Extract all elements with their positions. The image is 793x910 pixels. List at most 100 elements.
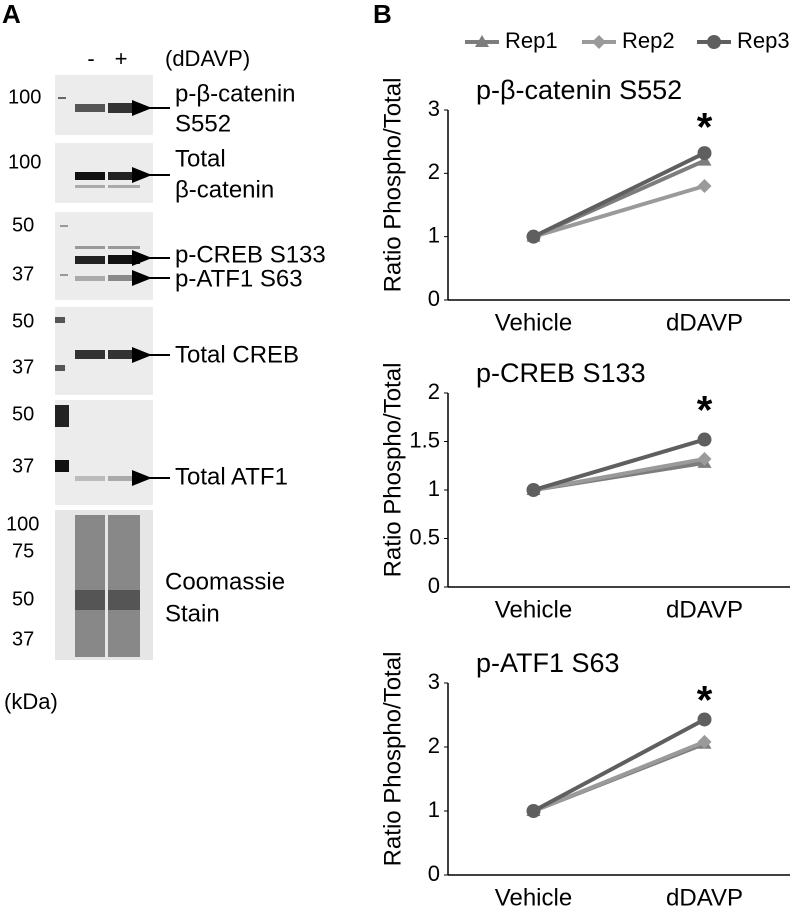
marker	[697, 179, 712, 193]
band	[108, 476, 140, 481]
marker	[526, 804, 541, 818]
band	[75, 276, 105, 281]
y-tick-label: 0	[428, 861, 440, 886]
marker	[697, 734, 712, 749]
y-axis-label: Ratio Phospho/Total	[379, 78, 406, 293]
mw-marker: 75	[12, 540, 34, 562]
y-tick-label: 1	[428, 222, 440, 247]
series	[526, 451, 712, 497]
band	[108, 172, 140, 180]
line	[532, 184, 706, 239]
legend-marker	[707, 35, 721, 49]
mw-marker: 50	[12, 310, 34, 332]
annotation: *	[697, 106, 713, 150]
band	[75, 104, 105, 112]
blot-label: Stain	[165, 600, 220, 627]
y-tick-label: 3	[428, 96, 440, 121]
y-tick-label: 2	[428, 159, 440, 184]
legend: Rep1 Rep2 Rep3	[465, 28, 790, 53]
y-tick-label: 1	[428, 797, 440, 822]
series	[526, 179, 712, 244]
legend-label: Rep2	[622, 28, 675, 53]
mw-marker: 100	[8, 86, 41, 108]
chart-title: p-β-catenin S552	[476, 75, 682, 105]
blot-label: p-CREB S133	[175, 241, 326, 268]
band	[75, 256, 105, 264]
chart: 0 1 2 3 Vehicle dDAVP p-ATF1 S63 Ratio Phospho/…	[379, 648, 790, 910]
chart-title: p-ATF1 S63	[476, 648, 620, 678]
blot-label: p-β-catenin	[175, 80, 296, 107]
y-tick-label: 1.5	[409, 427, 440, 452]
series	[526, 734, 712, 818]
annotation: *	[697, 389, 713, 433]
band	[75, 172, 105, 180]
line	[533, 456, 705, 492]
y-tick-label: 0.5	[409, 524, 440, 549]
x-tick-label: dDAVP	[666, 596, 743, 623]
band	[108, 255, 140, 264]
blot-label: p-ATF1 S63	[175, 265, 303, 292]
panel-a: A - + (dDAVP) 100 p-β-catenin S552 100 T…	[2, 0, 326, 714]
marker	[697, 146, 712, 161]
line	[532, 717, 706, 813]
blot-label: Total CREB	[175, 341, 299, 368]
marker	[697, 451, 712, 466]
blot-label: Coomassie	[165, 568, 285, 595]
lane-label: +	[115, 46, 128, 71]
mw-marker: 50	[12, 214, 34, 236]
band	[108, 103, 140, 113]
series	[526, 146, 712, 244]
x-tick-label: Vehicle	[495, 309, 572, 336]
band	[75, 476, 105, 481]
x-tick-label: Vehicle	[495, 884, 572, 910]
blot-label: Total	[175, 145, 226, 172]
y-tick-label: 0	[428, 286, 440, 311]
lane-label: -	[87, 46, 94, 71]
mw-marker: 37	[12, 356, 34, 378]
series	[526, 432, 712, 497]
line	[532, 740, 706, 813]
x-tick-label: dDAVP	[666, 309, 743, 336]
legend-label: Rep3	[737, 28, 790, 53]
blot-label: Total ATF1	[175, 463, 288, 490]
line	[532, 437, 706, 492]
marker	[697, 712, 712, 727]
blot-label: S552	[175, 110, 231, 137]
series	[526, 712, 712, 818]
mw-marker: 50	[12, 403, 34, 425]
x-tick-label: Vehicle	[495, 596, 572, 623]
legend-label: Rep1	[505, 28, 558, 53]
y-axis-label: Ratio Phospho/Total	[379, 363, 406, 578]
mw-marker: 50	[12, 588, 34, 610]
marker	[526, 229, 541, 244]
chart: 0 1 2 3 Vehicle dDAVP p-β-catenin S552 Ratio Ph…	[379, 75, 790, 336]
treatment-label: (dDAVP)	[165, 46, 250, 71]
panel-label: A	[2, 0, 21, 29]
panel-label: B	[373, 0, 392, 29]
annotation: *	[697, 679, 713, 723]
chart: 0 0.5 1 1.5 2 Vehicle dDAVP p-CREB S133 Ratio Ph…	[379, 358, 790, 623]
chart-title: p-CREB S133	[476, 358, 646, 388]
mw-marker: 37	[12, 263, 34, 285]
line	[532, 151, 706, 239]
mw-marker: 37	[12, 628, 34, 650]
y-tick-label: 2	[428, 733, 440, 758]
y-tick-label: 1	[428, 476, 440, 501]
blot	[55, 400, 153, 505]
band	[75, 350, 105, 359]
band	[108, 275, 140, 281]
y-tick-label: 0	[428, 573, 440, 598]
legend-marker	[475, 35, 489, 47]
y-axis-label: Ratio Phospho/Total	[379, 652, 406, 867]
mw-marker: 37	[12, 455, 34, 477]
y-tick-label: 2	[428, 379, 440, 404]
marker	[697, 432, 712, 447]
mw-marker: 100	[8, 151, 41, 173]
legend-marker	[592, 35, 606, 49]
unit-label: (kDa)	[4, 689, 58, 714]
mw-marker: 100	[6, 513, 39, 535]
marker	[526, 483, 541, 497]
band	[108, 350, 140, 359]
blot-label: β-catenin	[175, 176, 274, 203]
